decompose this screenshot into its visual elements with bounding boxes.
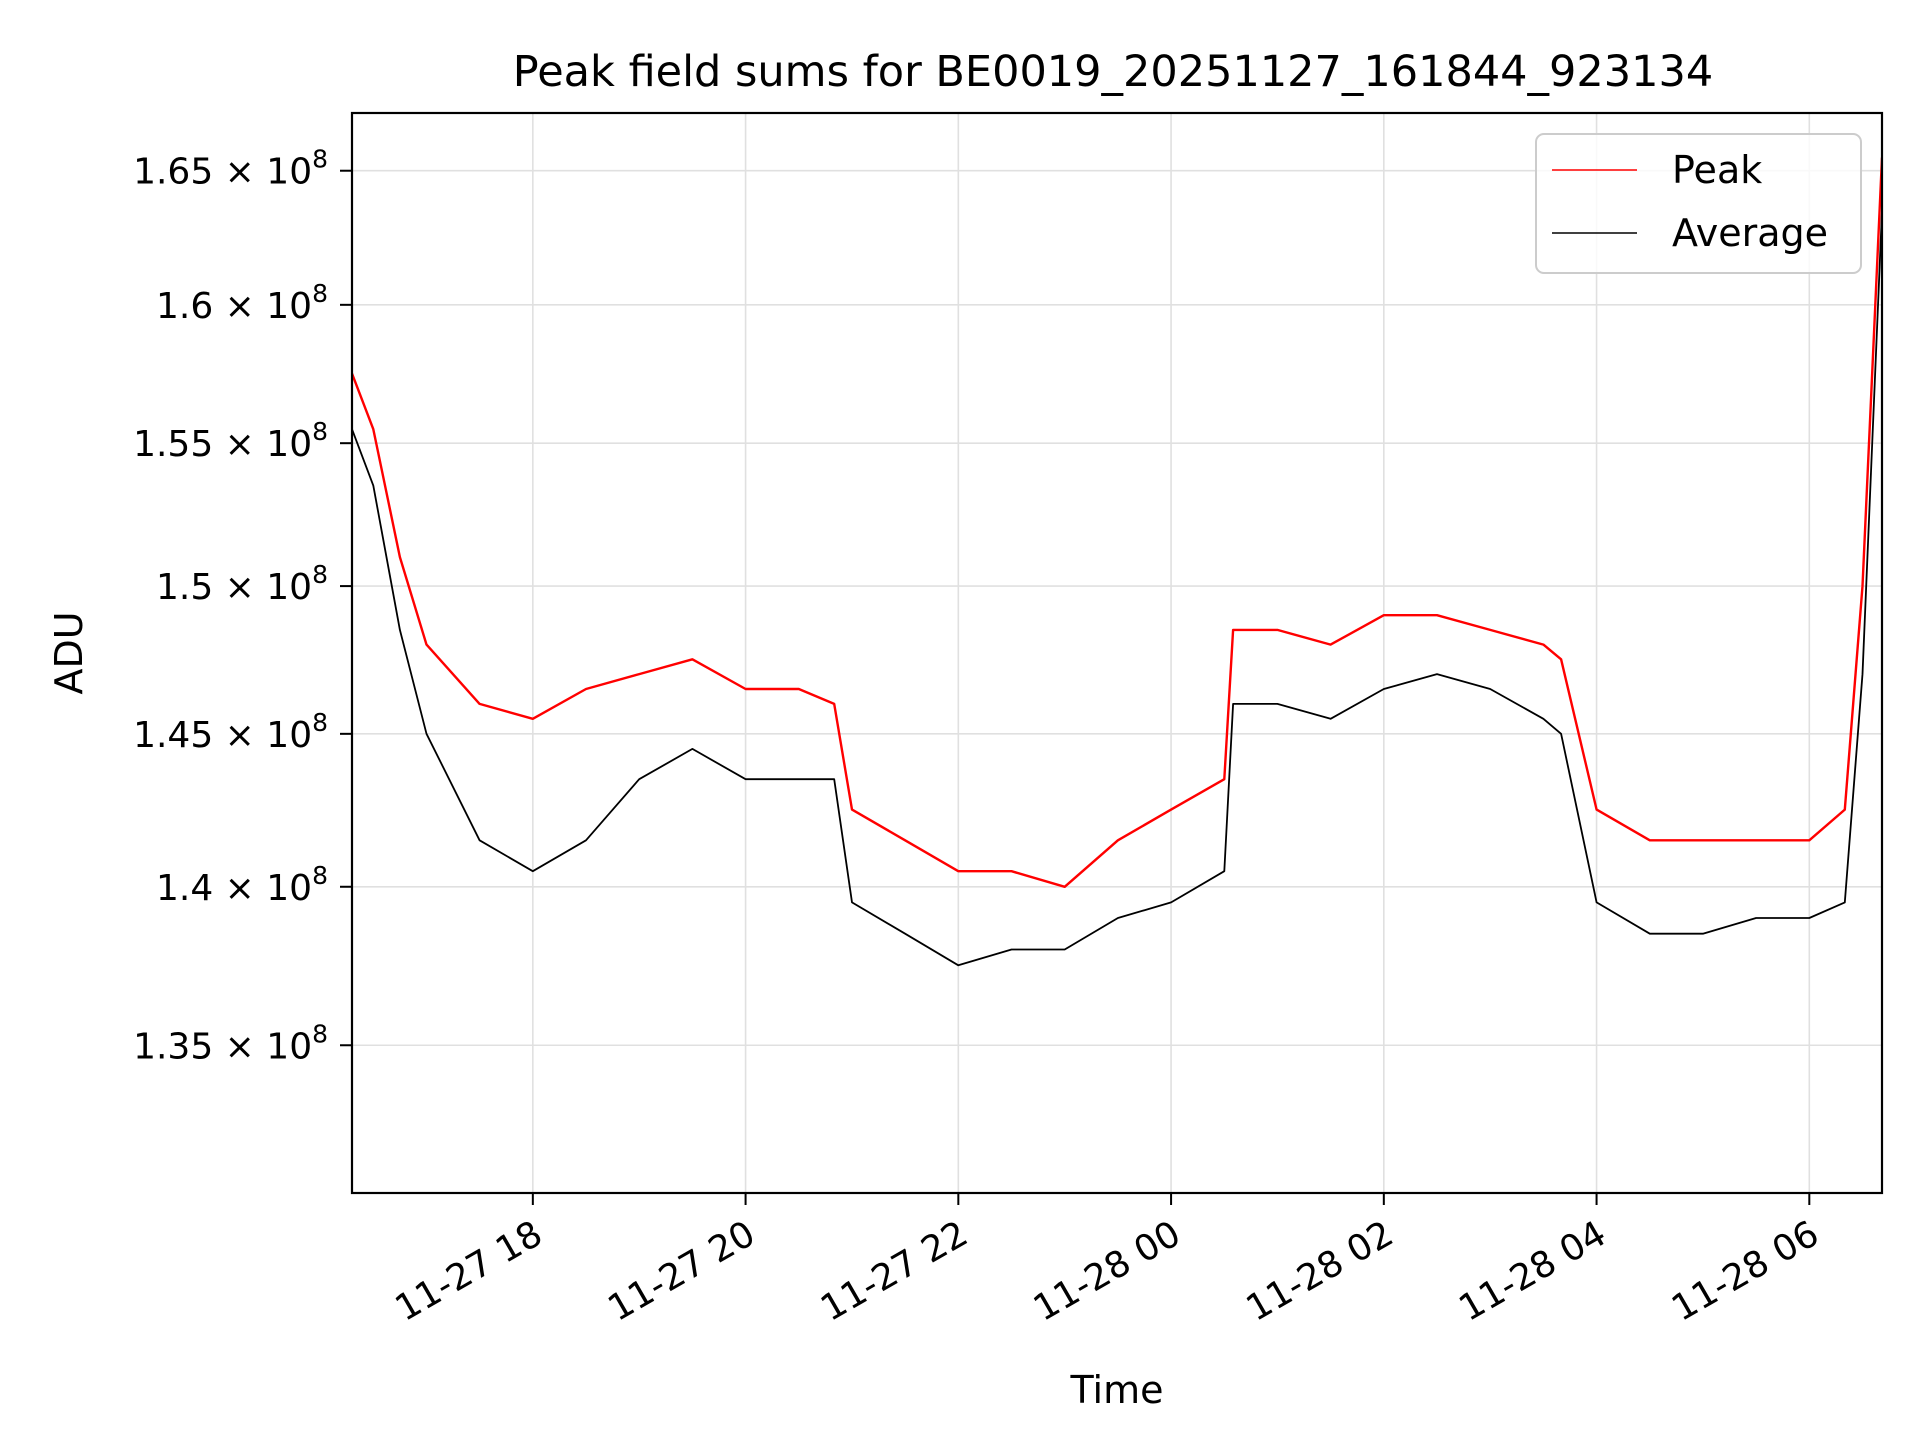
y-ticks: 1.35 × 108 1.4 × 108 1.45 × 108 1.5 × 108 1.… <box>133 145 352 1067</box>
x-axis-label: Time <box>1070 1368 1164 1412</box>
series-line-peak <box>352 157 1882 888</box>
plot-frame <box>350 111 1884 1195</box>
y-tick-label: 1.35 × 108 <box>133 1019 328 1067</box>
series-lines <box>352 157 1882 967</box>
legend: Peak Average <box>1535 133 1862 274</box>
y-tick-label: 1.55 × 108 <box>133 417 328 465</box>
y-tick-label: 1.65 × 108 <box>133 145 328 193</box>
y-tick-label: 1.45 × 108 <box>133 708 328 756</box>
y-axis-label: ADU <box>47 611 91 694</box>
series-line-average <box>352 210 1882 967</box>
legend-label-average: Average <box>1672 211 1828 255</box>
legend-label-peak: Peak <box>1672 148 1762 192</box>
chart-title: Peak field sums for BE0019_20251127_1618… <box>513 47 1713 97</box>
grid-lines <box>352 113 1882 1193</box>
y-tick-label: 1.5 × 108 <box>156 560 328 608</box>
y-tick-label: 1.6 × 108 <box>156 279 328 327</box>
y-tick-label: 1.4 × 108 <box>156 861 328 909</box>
legend-box <box>1535 133 1862 274</box>
